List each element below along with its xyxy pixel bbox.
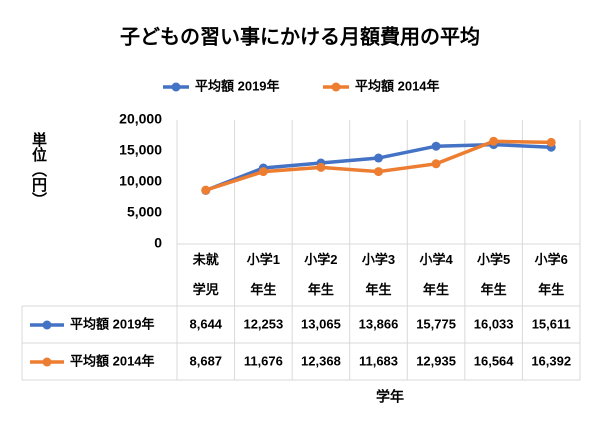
marker [201,185,211,195]
table-cell: 8,644 [190,316,223,331]
marker [546,137,556,147]
x-tick-label: 小学1 年生 [246,252,280,297]
table-key [42,320,52,330]
legend-key [331,82,341,92]
chart-title: 子どもの習い事にかける月額費用の平均 [120,24,480,48]
table-cell: 13,866 [359,316,399,331]
legend-key [171,82,181,92]
y-tick-label: 15,000 [119,142,162,158]
table-cell: 8,687 [190,353,223,368]
x-tick-label: 小学6 年生 [534,252,568,297]
table-cell: 15,775 [416,316,456,331]
marker [431,159,441,169]
x-tick-label: 小学2 年生 [304,252,338,297]
y-tick-label: 5,000 [127,204,162,220]
y-tick-label: 0 [154,235,162,251]
table-cell: 12,368 [301,353,341,368]
table-cell: 12,253 [243,316,283,331]
marker [431,141,441,151]
marker [489,136,499,146]
marker [316,162,326,172]
legend-label: 平均額 2019年 [195,78,280,93]
table-cell: 11,676 [244,353,283,368]
marker [374,153,383,163]
table-cell: 13,065 [301,316,341,331]
y-tick-label: 10,000 [119,173,162,189]
table-cell: 16,392 [531,353,571,368]
table-key [42,357,52,367]
table-cell: 16,033 [474,316,514,331]
y-tick-label: 20,000 [119,111,162,127]
y-axis-label: 単位（円） [30,132,47,207]
table-row-label: 平均額 2019年 [70,316,155,331]
x-tick-label: 小学4 年生 [419,252,453,297]
x-tick-label: 小学3 年生 [361,252,396,297]
table-cell: 16,564 [474,353,515,368]
x-tick-label: 未就 学児 [192,252,219,297]
series-line [205,139,552,192]
table-row-label: 平均額 2014年 [70,353,155,368]
marker [374,167,383,177]
marker [258,167,268,177]
table-cell: 15,611 [532,316,571,331]
table-cell: 12,935 [416,353,456,368]
x-tick-label: 小学5 年生 [477,252,511,297]
x-axis-label: 学年 [376,389,404,405]
legend-label: 平均額 2014年 [355,78,440,93]
table-cell: 11,683 [359,353,398,368]
